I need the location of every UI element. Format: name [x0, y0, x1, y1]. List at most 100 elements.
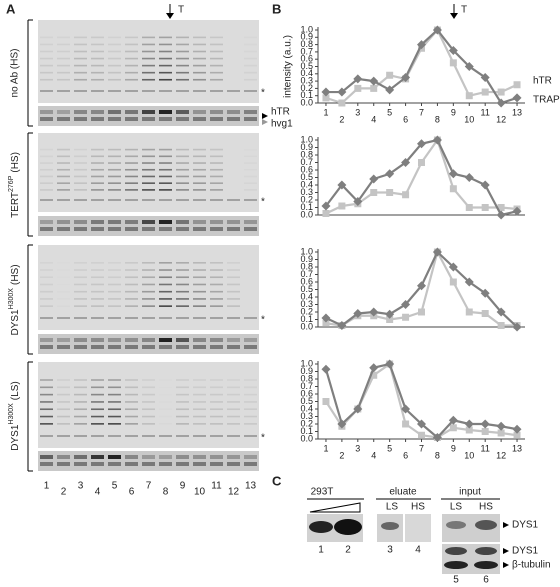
y-tick-label: 0.5 [300, 61, 313, 71]
lane-number: 6 [129, 487, 135, 498]
x-tick-label: 6 [403, 114, 408, 124]
gel-band [176, 298, 189, 300]
marker [448, 262, 458, 272]
gel-band [108, 162, 121, 164]
x-tick-label: 4 [371, 450, 376, 460]
marker [417, 419, 426, 429]
gel-band [74, 220, 87, 224]
gel-band [108, 155, 121, 158]
marker [497, 88, 505, 96]
gel-band [193, 78, 206, 81]
gel-band [159, 317, 172, 319]
gel-band [74, 78, 87, 81]
gel-band [159, 416, 172, 418]
sub-label: LS [450, 502, 463, 513]
y-tick-label: 0.3 [300, 299, 313, 309]
gel-band [142, 401, 155, 403]
marker [512, 424, 522, 434]
gel-band [193, 276, 206, 279]
gel-band [176, 148, 189, 151]
y-tick-label: 0.2 [300, 418, 313, 428]
gel-band [91, 162, 104, 164]
marker [513, 431, 521, 439]
gel-band [159, 110, 172, 114]
marker [321, 201, 331, 211]
gel-band [91, 455, 104, 459]
gel-band [91, 423, 104, 425]
blot-label: DYS1 [512, 520, 539, 531]
marker [480, 288, 490, 298]
marker [464, 62, 474, 71]
gel-band [176, 57, 189, 60]
gel-band [91, 36, 104, 39]
gel-band [125, 71, 138, 74]
marker [369, 76, 379, 86]
gel-band [244, 338, 257, 342]
marker [432, 433, 442, 442]
gel-band [108, 462, 121, 466]
gel-band [176, 423, 189, 425]
gel-band [91, 298, 104, 300]
gel-band [125, 338, 138, 342]
gel-band [108, 36, 121, 39]
gel-band [193, 57, 206, 60]
gel-band [108, 305, 121, 307]
gel-band [159, 269, 172, 271]
arrow-label: T [461, 5, 467, 16]
gel-band [125, 57, 138, 60]
gel-band [159, 182, 172, 184]
gel-band [125, 262, 138, 264]
gel-band [193, 269, 206, 271]
gel-band [108, 283, 121, 286]
lane-number: 10 [194, 487, 206, 498]
gel-strip [38, 334, 259, 354]
gel-band [74, 110, 87, 114]
marker [386, 316, 394, 323]
gel-band [57, 415, 70, 418]
gel-band [176, 462, 189, 466]
gel-band [210, 110, 223, 114]
gel-band [108, 43, 121, 46]
gel-band [159, 227, 172, 231]
marker [448, 415, 458, 425]
band-marker [503, 548, 509, 554]
gel-band [210, 379, 223, 381]
marker [385, 309, 395, 319]
gel-band [57, 379, 70, 381]
gel-band [176, 227, 189, 231]
gel-band [91, 117, 104, 121]
marker [497, 322, 505, 329]
gel-band [210, 345, 223, 349]
gel-band [227, 317, 240, 319]
marker [432, 247, 442, 257]
gel-label-sup: H300X [8, 403, 15, 425]
arrow-label: T [178, 5, 184, 16]
marker [385, 359, 395, 369]
gel-band [142, 64, 155, 67]
gel-band [210, 50, 223, 53]
marker [322, 94, 330, 102]
marker [418, 159, 425, 166]
marker [512, 93, 522, 103]
marker [401, 72, 411, 82]
marker [354, 84, 362, 92]
marker [338, 99, 346, 107]
gel-band [244, 57, 257, 60]
gel-band [210, 175, 223, 178]
gel-band [193, 386, 206, 389]
y-tick-label: 1.0 [300, 134, 313, 144]
gel-band [244, 435, 257, 437]
gel-band [159, 401, 172, 403]
gel-band [142, 189, 155, 191]
gel-band [91, 262, 104, 264]
x-tick-label: 13 [512, 107, 522, 117]
gel-band [40, 78, 53, 81]
gel-band [57, 345, 70, 349]
gel-band [210, 78, 223, 81]
gel-band [74, 168, 87, 171]
gel-band [108, 379, 121, 381]
blot-band [445, 547, 467, 555]
gel-band [142, 262, 155, 264]
gel-band [91, 168, 104, 171]
marker [448, 45, 458, 55]
